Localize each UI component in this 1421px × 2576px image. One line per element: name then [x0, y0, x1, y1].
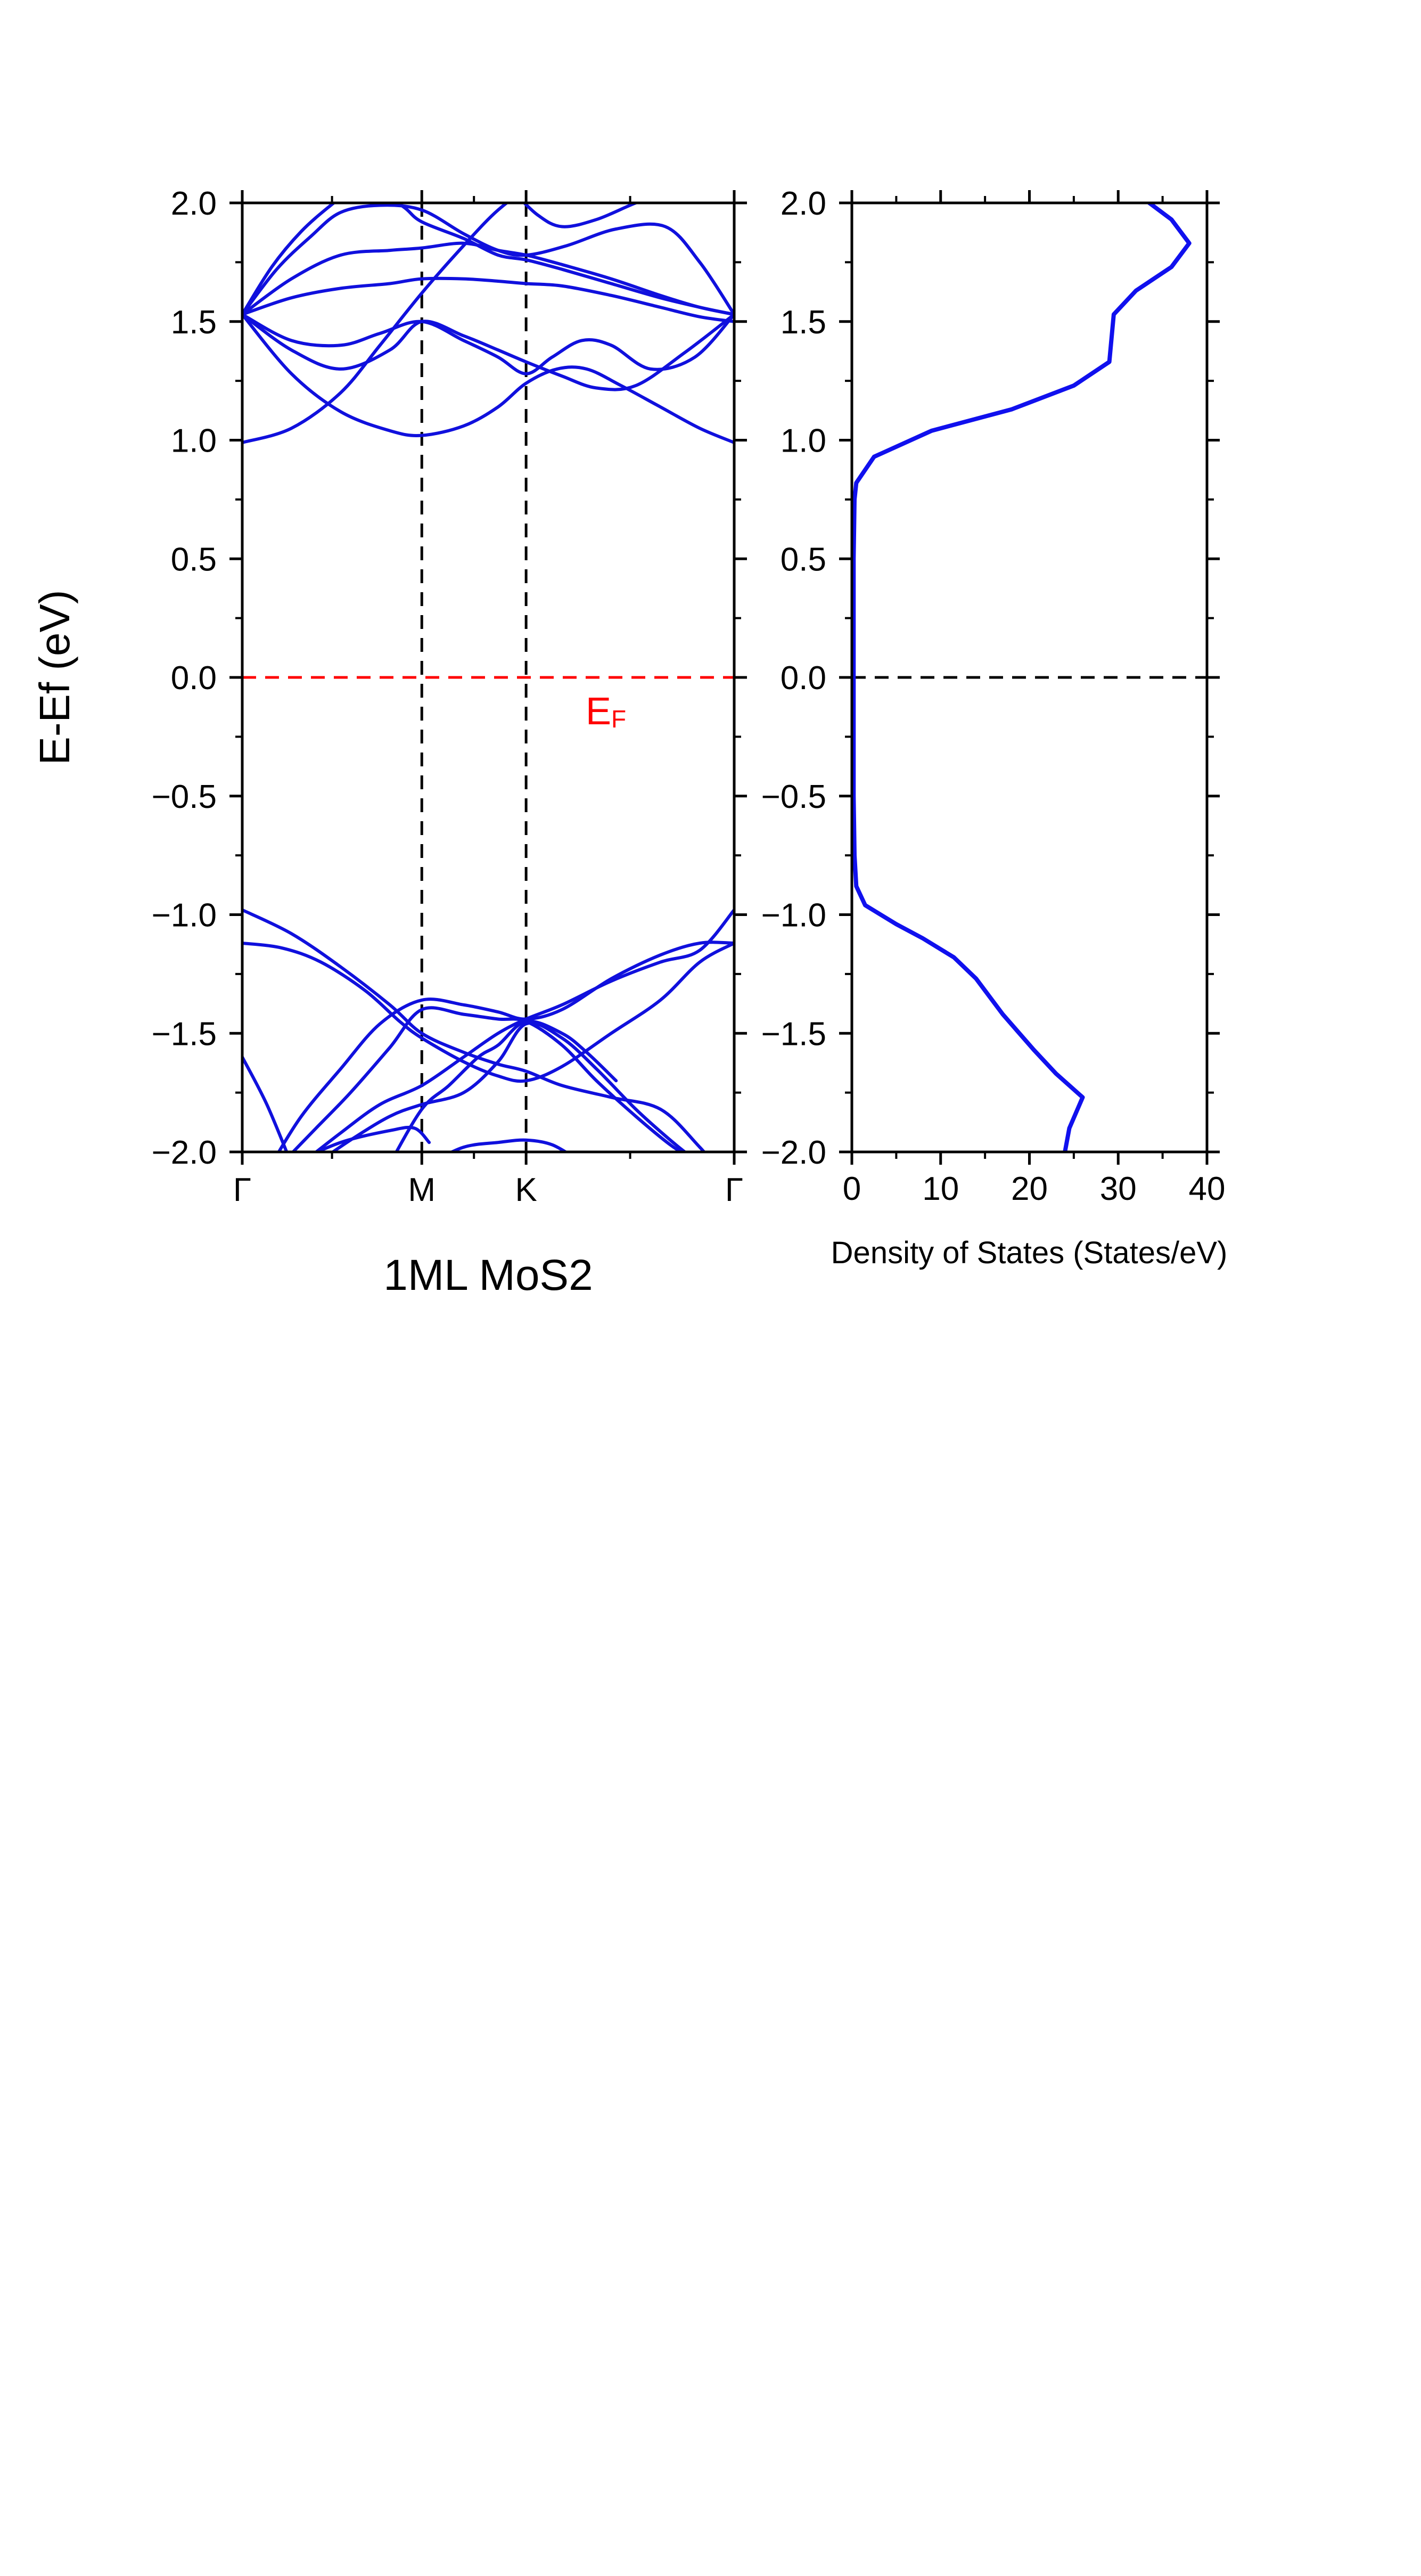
dos-x-axis-title: Density of States (States/eV)	[831, 1236, 1228, 1270]
dos-y-tick-label: 2.0	[781, 185, 826, 222]
band-curve	[242, 313, 734, 444]
band-structure-y-axis: 2.0 1.5 1.0 0.5 0.0 −0.5 −1.0 −1.5 −2.0	[152, 185, 747, 1171]
band-curve	[242, 203, 734, 316]
dos-x-tick-label: 10	[922, 1171, 959, 1207]
dos-y-tick-label: −1.5	[761, 1016, 826, 1052]
band-curve	[330, 1021, 687, 1152]
dos-y-tick-label: 1.0	[781, 423, 826, 460]
dos-y-tick-label: 1.5	[781, 304, 826, 341]
dos-curve-group	[852, 203, 1192, 1152]
dos-y-tick-label: 0.5	[781, 541, 826, 578]
band-y-tick-label: 1.0	[171, 423, 217, 460]
dos-x-tick-label: 30	[1100, 1171, 1137, 1207]
band-structure-x-axis-title: 1ML MoS2	[383, 1251, 593, 1299]
kpoint-label: K	[515, 1172, 537, 1208]
band-curve	[242, 203, 510, 444]
band-curve	[395, 203, 734, 316]
dos-x-tick-label: 40	[1189, 1171, 1226, 1207]
band-curve	[242, 203, 336, 316]
band-curve	[314, 908, 734, 1152]
band-y-tick-label: 2.0	[171, 185, 217, 222]
dos-x-axis: 0 10 20 30 40	[843, 190, 1226, 1207]
dos-y-tick-label: 0.0	[781, 660, 826, 697]
band-y-tick-label: −2.0	[152, 1134, 217, 1171]
band-curve	[242, 1055, 289, 1152]
dos-x-tick-label: 0	[843, 1171, 861, 1207]
band-y-tick-label: −1.0	[152, 897, 217, 934]
band-y-tick-label: 1.5	[171, 304, 217, 341]
dos-x-tick-label: 20	[1011, 1171, 1048, 1207]
dos-y-axis: 2.0 1.5 1.0 0.5 0.0 −0.5 −1.0 −1.5 −2.0	[761, 185, 1220, 1171]
band-curve	[522, 203, 640, 228]
band-y-tick-label: −0.5	[152, 779, 217, 815]
band-curve	[395, 1019, 618, 1152]
dos-y-tick-label: −2.0	[761, 1134, 826, 1171]
band-y-tick-label: −1.5	[152, 1016, 217, 1052]
dos-y-tick-label: −1.0	[761, 897, 826, 934]
band-curve	[277, 941, 734, 1152]
band-y-tick-label: 0.5	[171, 541, 217, 578]
band-curve	[448, 1138, 569, 1152]
band-y-tick-label: 0.0	[171, 660, 217, 697]
kpoint-label: Γ	[725, 1172, 743, 1208]
kpoint-label: M	[408, 1172, 436, 1208]
band-curve	[242, 313, 734, 391]
band-structure-y-axis-title: E-Ef (eV)	[31, 590, 78, 765]
dos-y-tick-label: −0.5	[761, 779, 826, 815]
dos-curve	[852, 203, 1192, 1152]
density-of-states-panel: 2.0 1.5 1.0 0.5 0.0 −0.5 −1.0 −1.5 −2.0 0 10 20 30 4…	[761, 185, 1228, 1270]
band-structure-curves	[242, 203, 734, 1152]
band-curve	[291, 1006, 684, 1152]
band-curve	[242, 276, 734, 323]
kpoint-label: Γ	[233, 1172, 251, 1208]
band-curve	[242, 313, 734, 375]
band-structure-kpoint-lines	[420, 203, 528, 1152]
band-curve	[242, 908, 707, 1152]
fermi-level-label: EF	[586, 690, 626, 733]
